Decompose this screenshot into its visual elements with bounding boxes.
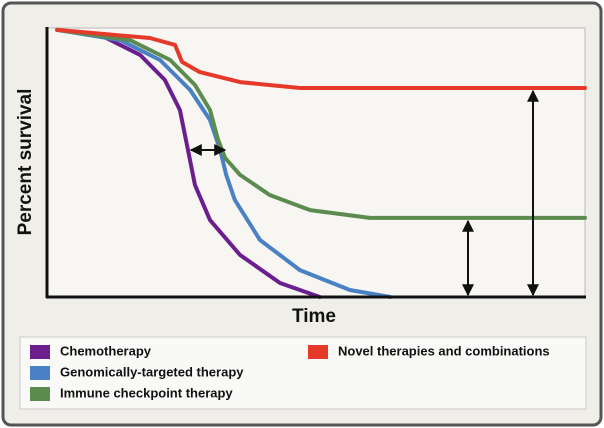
survival-curve [55,27,587,90]
legend-label: Chemotherapy [60,343,152,358]
plot-area [46,27,586,298]
legend-label: Novel therapies and combinations [338,343,550,358]
legend-label: Immune checkpoint therapy [60,385,233,400]
y-axis-title: Percent survival [15,89,36,236]
survival-curve [55,27,393,299]
legend-swatch [30,345,50,359]
legend [19,336,587,410]
legend-swatch [30,387,50,401]
legend-swatch [30,366,50,380]
survival-curve [55,27,322,299]
legend-label: Genomically-targeted therapy [60,364,244,379]
legend-swatch [308,345,328,359]
x-axis-title: Time [292,306,336,327]
